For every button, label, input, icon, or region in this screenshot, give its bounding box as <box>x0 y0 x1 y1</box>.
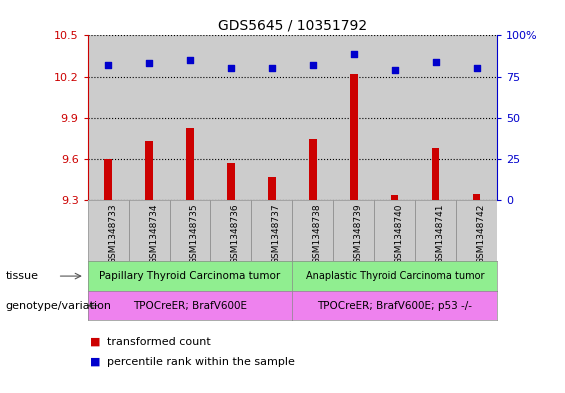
Text: GSM1348742: GSM1348742 <box>477 204 486 264</box>
Text: GSM1348735: GSM1348735 <box>190 204 199 264</box>
Bar <box>293 200 333 261</box>
Point <box>145 60 154 66</box>
Point <box>267 65 276 72</box>
Text: tissue: tissue <box>6 271 38 281</box>
Bar <box>415 200 457 261</box>
Bar <box>145 141 153 200</box>
Bar <box>293 35 333 200</box>
Bar <box>186 128 194 200</box>
Bar <box>333 200 374 261</box>
Bar <box>170 200 210 261</box>
Title: GDS5645 / 10351792: GDS5645 / 10351792 <box>218 19 367 33</box>
Text: Anaplastic Thyroid Carcinoma tumor: Anaplastic Thyroid Carcinoma tumor <box>306 271 484 281</box>
Bar <box>88 35 129 200</box>
Bar <box>170 35 210 200</box>
Text: Papillary Thyroid Carcinoma tumor: Papillary Thyroid Carcinoma tumor <box>99 271 281 281</box>
Bar <box>457 200 497 261</box>
Text: GSM1348737: GSM1348737 <box>272 204 281 264</box>
Bar <box>211 200 251 261</box>
Text: GSM1348741: GSM1348741 <box>436 204 445 264</box>
Bar <box>415 35 457 200</box>
Text: GSM1348733: GSM1348733 <box>108 204 117 264</box>
Bar <box>350 74 358 200</box>
Text: GSM1348734: GSM1348734 <box>149 204 158 264</box>
Bar <box>374 200 415 261</box>
Bar <box>251 200 293 261</box>
Bar <box>432 148 440 200</box>
Point <box>349 50 358 57</box>
Point <box>103 62 112 68</box>
Text: TPOCreER; BrafV600E: TPOCreER; BrafV600E <box>133 301 247 310</box>
Bar <box>129 200 170 261</box>
Text: TPOCreER; BrafV600E; p53 -/-: TPOCreER; BrafV600E; p53 -/- <box>318 301 472 310</box>
Point <box>308 62 318 68</box>
Bar <box>105 159 112 200</box>
Text: GSM1348736: GSM1348736 <box>231 204 240 264</box>
Bar <box>251 35 293 200</box>
Point <box>390 67 399 73</box>
Point <box>227 65 236 72</box>
Bar <box>129 35 170 200</box>
Bar <box>333 35 374 200</box>
Bar <box>391 195 398 200</box>
Bar <box>309 139 316 200</box>
Bar <box>268 177 276 200</box>
Bar <box>374 35 415 200</box>
Bar <box>88 200 129 261</box>
Text: ■: ■ <box>90 356 101 367</box>
Text: GSM1348738: GSM1348738 <box>313 204 322 264</box>
Bar <box>457 35 497 200</box>
Point <box>185 57 194 63</box>
Text: transformed count: transformed count <box>107 337 211 347</box>
Text: genotype/variation: genotype/variation <box>6 301 112 310</box>
Bar <box>473 194 480 200</box>
Text: percentile rank within the sample: percentile rank within the sample <box>107 356 295 367</box>
Text: GSM1348739: GSM1348739 <box>354 204 363 264</box>
Text: GSM1348740: GSM1348740 <box>395 204 404 264</box>
Bar <box>211 35 251 200</box>
Point <box>472 65 481 72</box>
Bar <box>227 163 234 200</box>
Point <box>431 59 440 65</box>
Text: ■: ■ <box>90 337 101 347</box>
